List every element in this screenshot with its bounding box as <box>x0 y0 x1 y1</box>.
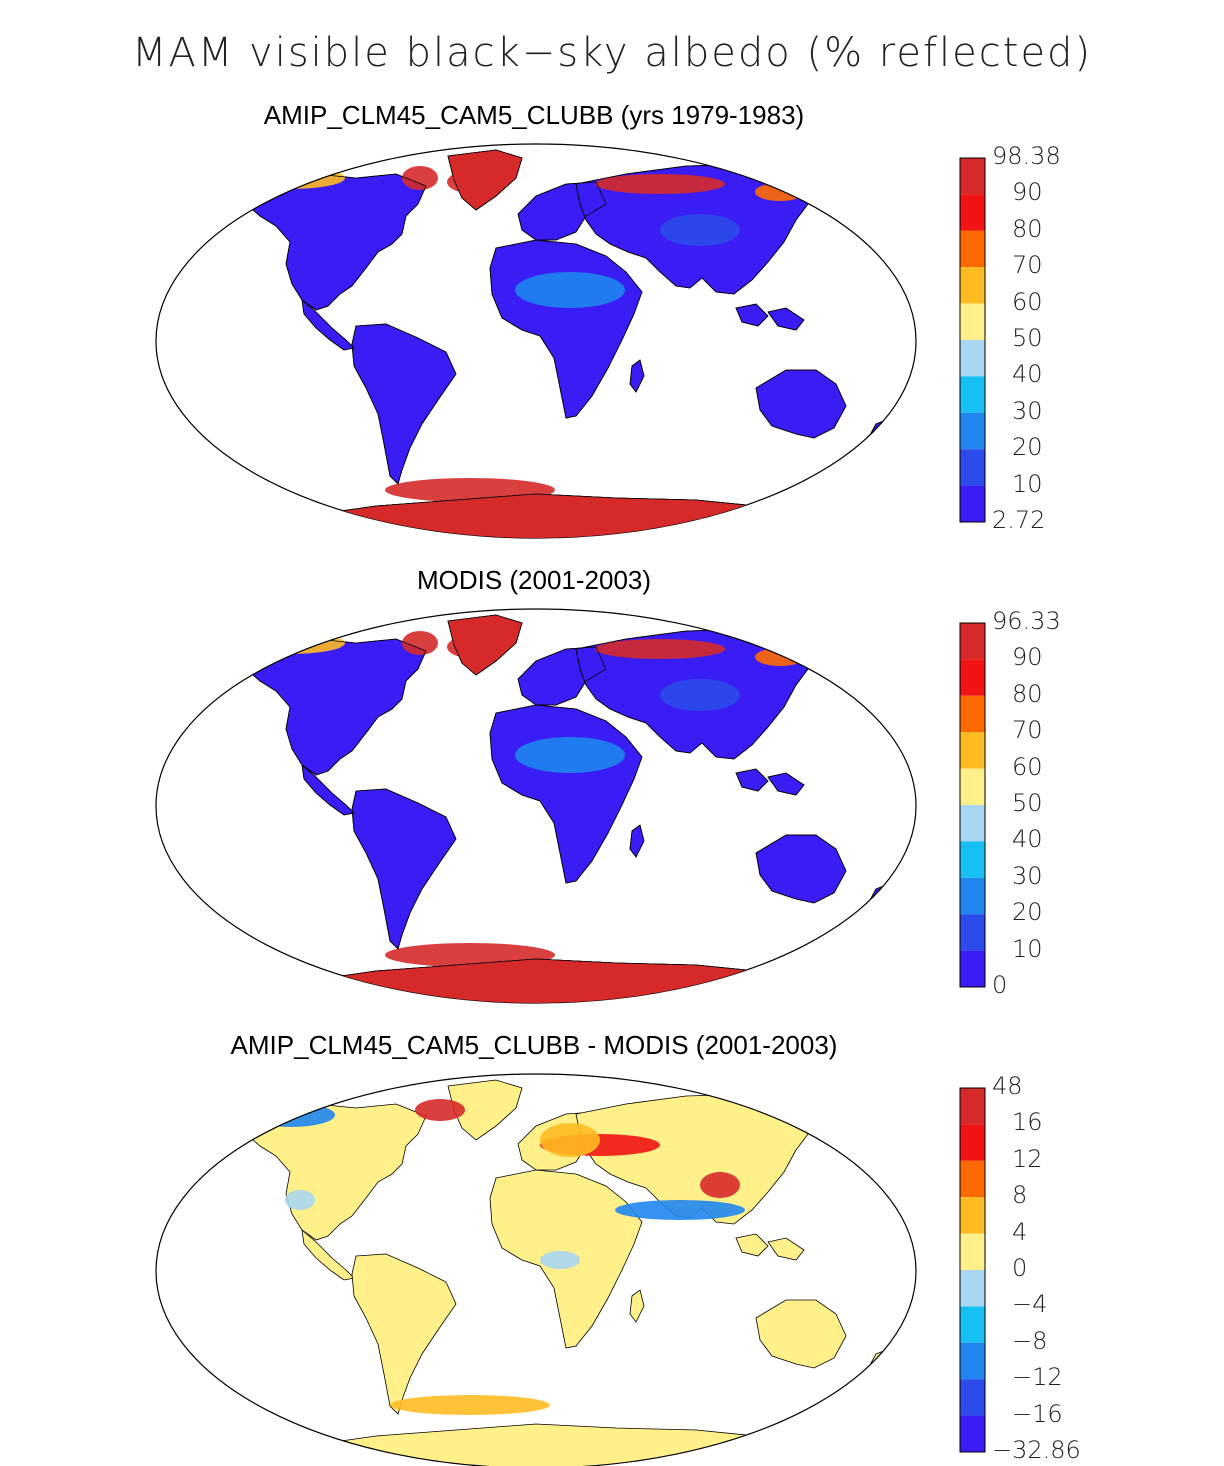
colorbar-tick-label: 80 <box>1012 214 1043 243</box>
colorbar-swatch <box>960 914 985 951</box>
colorbar-swatch <box>960 303 985 340</box>
colorbar-swatch <box>960 1342 985 1380</box>
colorbar-tick-label: 90 <box>1012 178 1043 207</box>
colorbar-tick-label: 12 <box>1012 1144 1043 1173</box>
colorbar-swatch <box>960 877 985 915</box>
colorbar-tick-label: 60 <box>1012 752 1043 781</box>
map-panel-2 <box>155 608 917 1004</box>
colorbar-swatch <box>960 1306 985 1343</box>
colorbar-swatch <box>960 230 985 268</box>
colorbar-swatch <box>960 194 985 231</box>
colorbar-tick-label: −12 <box>1012 1363 1063 1392</box>
colorbar-swatch <box>960 1160 985 1198</box>
colorbar-swatch <box>960 805 985 842</box>
colorbar-tick-label: 2.72 <box>992 506 1046 534</box>
colorbar-swatch <box>960 340 985 377</box>
colorbar-1 <box>959 157 986 523</box>
colorbar-tick-label: 90 <box>1012 643 1043 672</box>
colorbar-tick-label: 20 <box>1012 898 1043 927</box>
colorbar-tick-label: 20 <box>1012 433 1043 462</box>
colorbar-2 <box>959 622 986 988</box>
colorbar-tick-label: 10 <box>1012 934 1043 963</box>
colorbar-swatch <box>960 768 985 805</box>
colorbar-tick-label: 98.38 <box>992 142 1061 170</box>
colorbar-swatch <box>960 485 985 522</box>
colorbar-tick-label: 80 <box>1012 679 1043 708</box>
colorbar-swatch <box>960 376 985 413</box>
map-outline <box>155 1073 917 1466</box>
colorbar-swatch <box>960 158 985 195</box>
colorbar-3 <box>959 1087 986 1453</box>
colorbar-tick-label: 50 <box>1012 324 1043 352</box>
colorbar-tick-label: 8 <box>1012 1181 1028 1210</box>
colorbar-tick-label: 0 <box>992 971 1008 999</box>
colorbar-swatch <box>960 841 985 878</box>
panel-1-title: AMIP_CLM45_CAM5_CLUBB (yrs 1979-1983) <box>263 100 805 130</box>
colorbar-swatch <box>960 659 985 696</box>
colorbar-swatch <box>960 1415 985 1452</box>
colorbar-tick-label: 30 <box>1012 396 1043 425</box>
colorbar-swatch <box>960 1379 985 1416</box>
colorbar-tick-label: 40 <box>1012 360 1043 389</box>
colorbar-swatch <box>960 1088 985 1125</box>
colorbar-tick-label: −8 <box>1012 1326 1048 1355</box>
colorbar-tick-label: 10 <box>1012 469 1043 498</box>
figure-title: MAM visible black−sky albedo (% reflecte… <box>131 30 1093 76</box>
panel-2-title: MODIS (2001-2003) <box>416 565 652 595</box>
colorbar-tick-label: 70 <box>1012 716 1043 745</box>
colorbar-swatch <box>960 695 985 733</box>
colorbar-tick-label: 60 <box>1012 287 1043 316</box>
colorbar-tick-label: 50 <box>1012 789 1043 817</box>
colorbar-swatch <box>960 267 985 304</box>
colorbar-tick-label: 4 <box>1012 1217 1028 1246</box>
colorbar-tick-label: −4 <box>1012 1290 1048 1319</box>
colorbar-swatch <box>960 1233 985 1270</box>
colorbar-swatch <box>960 1124 985 1161</box>
colorbar-swatch <box>960 1270 985 1307</box>
colorbar-swatch <box>960 623 985 660</box>
colorbar-tick-label: 16 <box>1012 1108 1043 1137</box>
colorbar-swatch <box>960 449 985 486</box>
colorbar-swatch <box>960 412 985 450</box>
colorbar-tick-label: 40 <box>1012 825 1043 854</box>
colorbar-tick-label: 48 <box>992 1072 1023 1100</box>
map-panel-1 <box>155 143 917 539</box>
panel-3-title: AMIP_CLM45_CAM5_CLUBB - MODIS (2001-2003… <box>230 1030 838 1060</box>
colorbar-swatch <box>960 950 985 987</box>
colorbar-swatch <box>960 1197 985 1234</box>
colorbar-tick-label: −32.86 <box>992 1436 1081 1464</box>
colorbar-tick-label: −16 <box>1012 1399 1063 1428</box>
map-panel-3 <box>155 1073 917 1466</box>
colorbar-tick-label: 30 <box>1012 861 1043 890</box>
colorbar-swatch <box>960 732 985 769</box>
colorbar-tick-label: 70 <box>1012 251 1043 280</box>
colorbar-tick-label: 96.33 <box>992 607 1061 635</box>
colorbar-tick-label: 0 <box>1012 1254 1028 1282</box>
